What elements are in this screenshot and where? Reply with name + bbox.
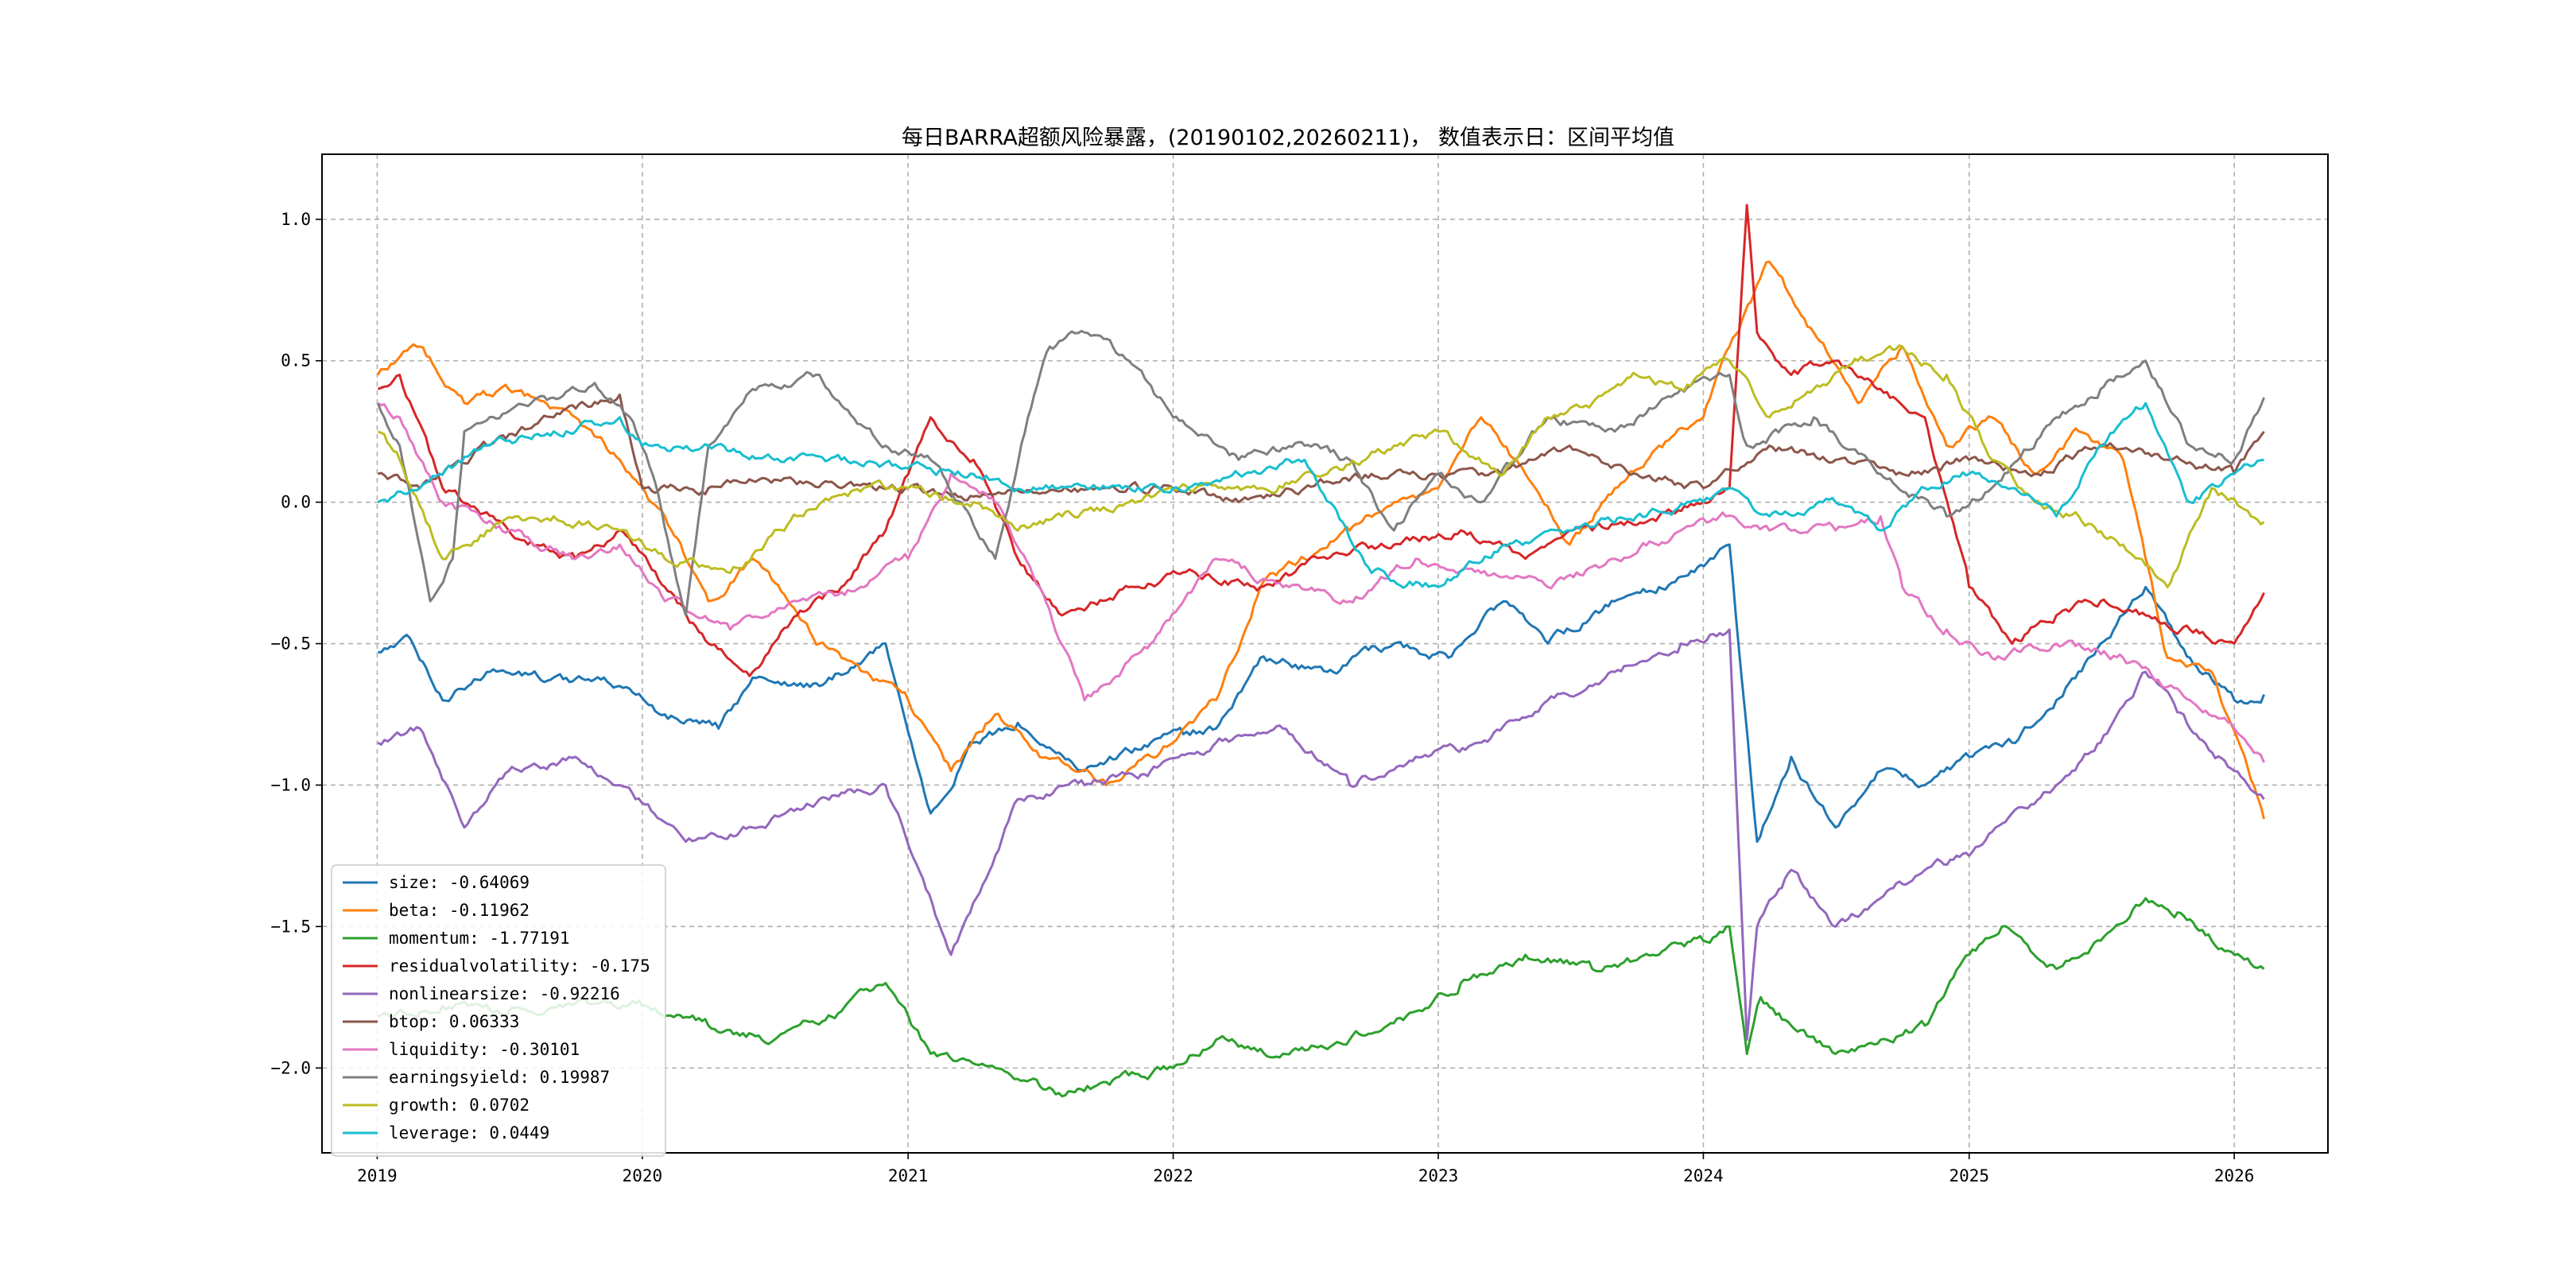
plot-frame (321, 153, 2329, 1154)
legend-label-size: size: -0.64069 (389, 873, 530, 892)
series-line-beta (377, 260, 2266, 820)
series-line-growth (377, 344, 2265, 588)
legend-label-liquidity: liquidity: -0.30101 (389, 1040, 580, 1059)
series-line-earningsyield (376, 329, 2265, 617)
x-tick-label: 2021 (888, 1166, 929, 1185)
x-tick-label: 2022 (1153, 1166, 1193, 1185)
series-line-size (378, 543, 2265, 844)
x-tick-label: 2025 (1949, 1166, 1989, 1185)
legend-label-earningsyield: earningsyield: 0.19987 (389, 1068, 610, 1087)
y-tick-label: 0.0 (281, 493, 311, 512)
y-tick-label: −1.0 (270, 775, 311, 794)
series-line-liquidity (377, 402, 2265, 763)
legend: size: -0.64069 beta: -0.11962 momentum: -1… (331, 864, 666, 1157)
legend-label-nonlinearsize: nonlinearsize: -0.92216 (389, 984, 620, 1003)
x-tick-label: 2023 (1418, 1166, 1459, 1185)
legend-box (331, 864, 666, 1157)
legend-label-btop: btop: 0.06333 (389, 1012, 519, 1031)
y-tick-label: −1.5 (270, 917, 311, 936)
series-line-leverage (377, 402, 2264, 589)
series-line-residualvolatility (377, 204, 2265, 677)
legend-label-beta: beta: -0.11962 (389, 901, 530, 920)
y-tick-label: 0.5 (281, 351, 311, 370)
x-tick-label: 2019 (357, 1166, 398, 1185)
y-tick-label: −0.5 (270, 634, 311, 654)
y-tick-label: −2.0 (270, 1058, 311, 1077)
series-line-momentum (377, 897, 2265, 1098)
legend-label-residualvolatility: residualvolatility: -0.175 (389, 956, 650, 976)
x-tick-label: 2024 (1683, 1166, 1724, 1185)
legend-label-growth: growth: 0.0702 (389, 1096, 530, 1115)
y-tick-label: 1.0 (281, 210, 311, 229)
x-tick-label: 2020 (623, 1166, 663, 1185)
axis-ticks: 2019 2020 2021 2022 2023 2024 2025 2026 1.0 0.5 0.… (270, 210, 2254, 1185)
plot-series (376, 204, 2266, 1098)
chart-title: 每日BARRA超额风险暴露，(20190102,20260211)， 数值表示日… (902, 126, 1674, 150)
series-line-nonlinearsize (377, 628, 2265, 1042)
legend-label-leverage: leverage: 0.0449 (389, 1123, 549, 1143)
series-line-btop (377, 393, 2265, 504)
x-tick-label: 2026 (2214, 1166, 2255, 1185)
legend-label-momentum: momentum: -1.77191 (389, 929, 570, 948)
